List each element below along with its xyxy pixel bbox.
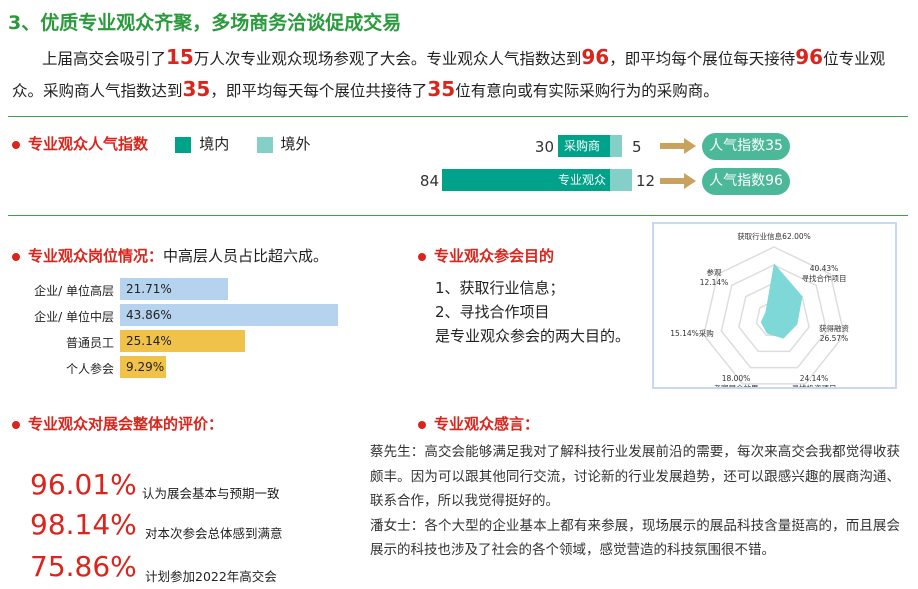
arrow-right-icon <box>660 173 696 189</box>
eval-text: 认为展会基本与预期一致 <box>142 486 280 501</box>
radar-axis-label: 考察展会效果 <box>714 383 759 387</box>
eval-text: 计划参加2022年高交会 <box>145 569 277 584</box>
radar-axis-label: 40.43% <box>810 264 839 273</box>
position-bar: 25.14% <box>120 330 245 352</box>
visitor-foreign-value: 12 <box>636 172 656 190</box>
eval-percent: 98.14% <box>30 508 137 541</box>
purpose-line: 是专业观众参会的两大目的。 <box>435 327 631 345</box>
radar-grid-ring <box>738 282 810 353</box>
buyer-domestic-bar: 采购商 <box>558 135 610 157</box>
position-bar: 43.86% <box>120 304 338 326</box>
divider <box>8 116 908 117</box>
radar-axis-label: 15.14%采购 <box>670 328 714 338</box>
page-title: 3、优质专业观众齐聚，多场商务洽谈促成交易 <box>8 12 402 34</box>
eval-text: 对本次参会总体感到满意 <box>145 526 283 541</box>
radar-axis-label: 参观 <box>707 267 722 277</box>
buyer-index-badge: 人气指数35 <box>702 133 790 160</box>
radar-axis-label: 24.14% <box>800 374 829 383</box>
quote: 潘女士：各个大型的企业基本上都有来参展，现场展示的展品科技含量挺高的，而且展会展… <box>370 517 901 559</box>
position-label: 个人参会 <box>65 362 114 376</box>
divider <box>8 215 908 216</box>
position-label: 企业/ 单位中层 <box>34 310 114 324</box>
eval-percent: 75.86% <box>30 550 137 583</box>
buyer-foreign-value: 5 <box>632 138 642 156</box>
popularity-heading: 专业观众人气指数 境内 境外 <box>12 133 311 154</box>
visitor-domestic-value: 84 <box>419 172 439 190</box>
radar-series-area <box>760 263 803 339</box>
radar-axis-label: 26.57% <box>820 334 849 343</box>
radar-axis-label: 寻找投资项目 <box>792 383 837 387</box>
radar-chart-frame: 获取行业信息62.00% 40.43% 寻找合作项目获得融资 26.57% 24.14%… <box>652 222 897 393</box>
feedback-quotes: 蔡先生：高交会能够满足我对了解科技行业发展前沿的需要，每次来高交会我都觉得收获颇… <box>370 440 900 563</box>
eval-percent: 96.01% <box>30 468 137 501</box>
buyer-domestic-value: 30 <box>534 138 554 156</box>
position-bar: 9.29% <box>120 356 167 378</box>
feedback-heading: 专业观众感言： <box>418 413 539 434</box>
evaluation-heading: 专业观众对展会整体的评价： <box>12 413 223 434</box>
radar-axis-label: 获取行业信息62.00% <box>737 231 811 241</box>
positions-heading: 专业观众岗位情况：中高层人员占比超六成。 <box>12 245 328 266</box>
position-label: 普通员工 <box>65 336 114 350</box>
radar-grid-ring <box>702 246 846 385</box>
radar-axis-label: 12.14% <box>700 278 729 287</box>
buyer-foreign-bar <box>610 135 622 157</box>
purpose-line: 1、获取行业信息； <box>435 279 565 297</box>
visitor-foreign-bar <box>610 169 632 191</box>
radar-axis-label: 18.00% <box>722 374 751 383</box>
purpose-line: 2、寻找合作项目 <box>435 303 550 321</box>
arrow-right-icon <box>660 138 696 154</box>
intro-paragraph: 上届高交会吸引了15万人次专业观众现场参观了大会。专业观众人气指数达到96，即平… <box>12 45 886 101</box>
legend-swatch-domestic <box>175 136 192 153</box>
purpose-heading: 专业观众参会目的 <box>418 245 554 266</box>
radar-grid-ring <box>720 264 828 369</box>
visitor-domestic-bar: 专业观众 <box>442 169 610 191</box>
radar-axis-label: 寻找合作项目 <box>802 273 847 283</box>
quote: 蔡先生：高交会能够满足我对了解科技行业发展前沿的需要，每次来高交会我都觉得收获颇… <box>370 444 901 509</box>
position-bar: 21.71% <box>120 278 228 300</box>
visitor-index-badge: 人气指数96 <box>702 168 790 195</box>
legend-swatch-foreign <box>256 136 273 153</box>
radar-axis-label: 获得融资 <box>819 323 849 333</box>
position-label: 企业/ 单位高层 <box>34 284 114 298</box>
purpose-list: 1、获取行业信息； 2、寻找合作项目 是专业观众参会的两大目的。 <box>435 276 630 348</box>
